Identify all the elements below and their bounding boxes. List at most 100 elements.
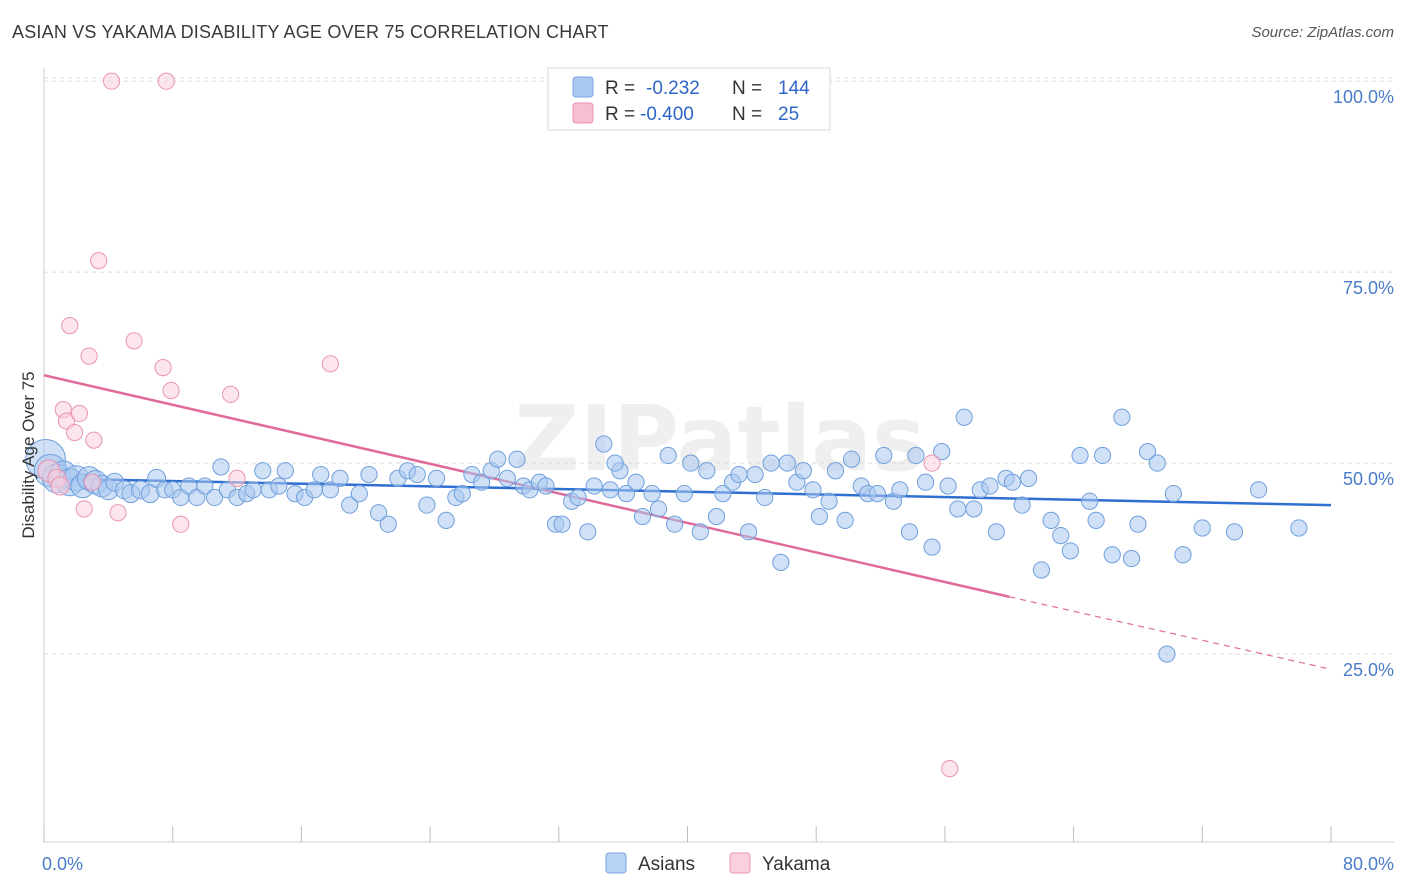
asians-point-22 [196,477,214,495]
asians-point-138 [1174,546,1192,564]
asians-point-28 [244,481,262,499]
stats-legend: R = -0.232 N = 144 R = -0.400 N = 25 [547,67,831,131]
asians-point-24 [212,458,230,476]
asians-point-77 [666,515,684,533]
asians-point-85 [730,465,748,484]
asians-point-71 [617,485,635,503]
asians-point-133 [1129,515,1147,533]
yakama-point-19 [228,469,246,487]
bottom-legend-label-asians: Asians [638,854,695,875]
asians-point-127 [1081,492,1099,510]
asians-point-114 [965,500,983,518]
asians-point-111 [939,477,957,495]
yakama-point-6 [70,404,88,423]
source-label: Source: ZipAtlas.com [1251,24,1394,41]
yakama-point-13 [125,332,143,350]
asians-point-78 [675,485,693,503]
data-points [25,72,1308,778]
asians-point-31 [270,477,288,495]
asians-point-137 [1164,485,1182,503]
bottom-legend-swatch-yakama [729,852,751,874]
asians-point-81 [698,462,716,480]
asians-point-37 [321,481,339,499]
asians-point-39 [341,496,359,514]
asians-point-124 [1052,527,1070,545]
asians-point-96 [820,492,838,510]
yakama-point-18 [222,385,240,403]
asians-point-106 [900,523,919,541]
asians-point-66 [579,523,597,541]
asians-point-82 [707,507,726,526]
asians-point-87 [746,465,764,484]
asians-point-129 [1093,446,1112,465]
asians-point-107 [907,446,925,465]
asians-point-76 [659,446,677,465]
asians-point-55 [489,450,507,468]
asians-point-135 [1148,454,1166,472]
asians-point-72 [627,473,645,491]
legend-box [547,67,831,131]
yakama-point-5 [65,423,84,442]
legend-r-label-asians: R = [605,78,635,99]
asians-point-103 [875,446,893,465]
asians-point-36 [312,465,330,484]
asians-point-88 [756,488,774,507]
asians-point-91 [778,454,796,472]
yakama-point-20 [321,355,339,373]
x-tick-label-0: 0.0% [42,854,83,874]
asians-point-122 [1032,561,1051,579]
legend-r-value-yakama: -0.400 [640,104,694,125]
asians-point-43 [379,515,397,533]
asians-point-89 [762,454,780,472]
asians-point-69 [601,481,619,499]
legend-n-value-asians: 144 [778,78,810,99]
bottom-legend-swatch-asians [605,852,627,874]
asians-point-126 [1071,446,1089,465]
asians-point-112 [949,500,967,518]
asians-point-113 [955,408,973,426]
asians-point-143 [606,454,624,472]
asians-point-79 [682,454,700,472]
asians-point-93 [794,462,812,480]
asians-point-38 [331,469,349,487]
asians-point-53 [472,473,491,491]
asians-point-141 [1250,481,1268,499]
asians-point-23 [205,488,224,507]
x-tick-label-80: 80.0% [1343,854,1394,874]
y-tick-label-75: 75.0% [1343,278,1394,298]
y-tick-label-25: 25.0% [1343,660,1394,680]
asians-point-94 [804,481,822,499]
asians-point-90 [772,553,790,571]
asians-point-67 [585,477,603,495]
asians-point-123 [1042,511,1060,529]
yakama-point-7 [75,500,93,518]
asians-point-119 [1003,473,1022,491]
legend-swatch-asians [572,76,594,98]
asians-point-49 [437,511,455,529]
asians-point-132 [1122,549,1141,568]
gridlines [44,77,1394,655]
yakama-point-24 [83,473,101,491]
asians-point-41 [360,465,378,484]
asians-point-46 [408,465,426,484]
legend-n-label-yakama: N = [732,104,762,125]
asians-point-29 [254,462,272,480]
asians-point-51 [453,485,471,503]
asians-point-63 [553,515,571,533]
asians-point-136 [1158,645,1176,663]
asians-point-110 [933,443,951,461]
series-legend: Asians Yakama [605,852,831,875]
asians-point-140 [1225,523,1244,541]
asians-point-40 [350,485,368,503]
asians-point-35 [305,481,323,499]
yakama-point-9 [85,431,103,449]
yakama-point-11 [102,72,121,90]
asians-point-83 [714,485,732,503]
asians-point-108 [916,473,935,491]
asians-point-80 [691,523,709,541]
asians-point-128 [1087,511,1105,529]
y-tick-label-100: 100.0% [1333,87,1394,107]
asians-point-142 [1290,519,1308,537]
asians-point-48 [427,469,446,487]
asians-point-74 [643,485,661,503]
